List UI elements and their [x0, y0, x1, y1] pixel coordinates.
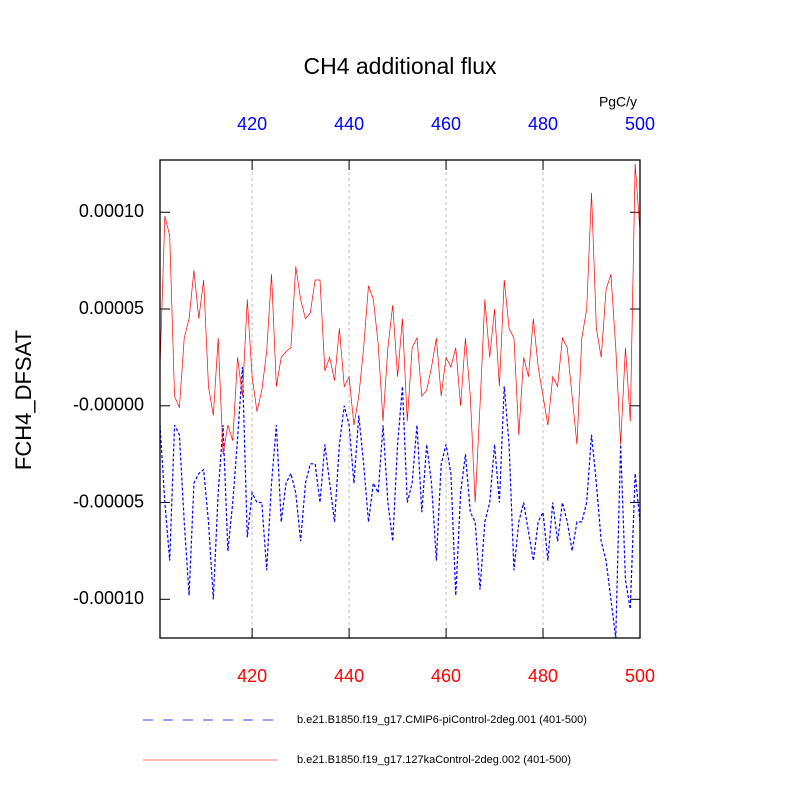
y-axis-label: FCH4_DFSAT [11, 330, 36, 470]
series-line [160, 163, 640, 503]
series-line [160, 367, 640, 638]
y-tick-label: -0.00000 [73, 395, 144, 415]
x-tick-label: 460 [431, 666, 461, 686]
units-label: PgC/y [599, 94, 637, 110]
x-tick-label: 460 [431, 114, 461, 134]
chart-title: CH4 additional flux [303, 53, 497, 79]
plot-frame [159, 159, 641, 639]
legend-label: b.e21.B1850.f19_g17.CMIP6-piControl-2deg… [297, 714, 587, 726]
x-tick-label: 500 [625, 114, 655, 134]
y-tick-label: -0.00005 [73, 491, 144, 511]
x-tick-label: 480 [528, 114, 558, 134]
x-tick-label: 440 [334, 666, 364, 686]
y-tick-label: -0.00010 [73, 588, 144, 608]
x-tick-label: 420 [237, 666, 267, 686]
x-tick-label: 420 [237, 114, 267, 134]
x-tick-label: 500 [625, 666, 655, 686]
legend-label: b.e21.B1850.f19_g17.127kaControl-2deg.00… [297, 754, 571, 766]
x-tick-label: 440 [334, 114, 364, 134]
y-tick-label: 0.00010 [79, 201, 144, 221]
x-tick-label: 480 [528, 666, 558, 686]
y-tick-label: 0.00005 [79, 298, 144, 318]
